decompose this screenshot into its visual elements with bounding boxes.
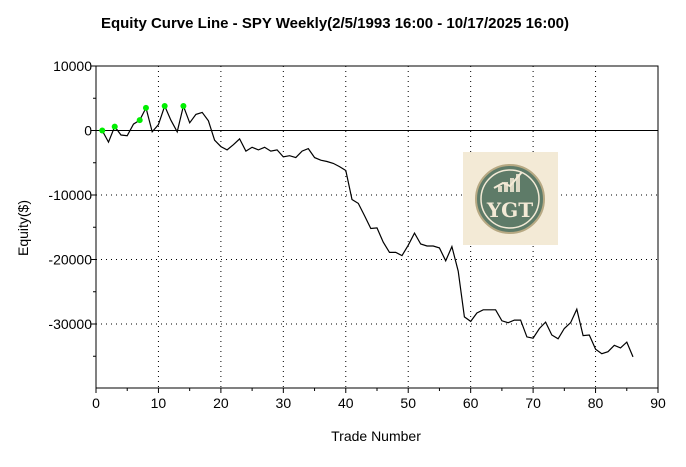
- y-axis-label: Equity($): [15, 200, 31, 256]
- x-tick-label: 90: [650, 395, 666, 411]
- y-tick-label: -10000: [48, 187, 92, 203]
- x-tick-label: 10: [151, 395, 167, 411]
- logo-bar-icon: [498, 186, 502, 192]
- x-axis-label: Trade Number: [331, 428, 421, 444]
- x-tick-label: 30: [276, 395, 292, 411]
- plot-frame: [95, 65, 659, 389]
- y-tick-label: 10000: [53, 58, 92, 74]
- new-high-marker: [142, 104, 149, 111]
- x-tick-label: 60: [463, 395, 479, 411]
- plot-area: 0 10 20 30 40 50 60 70 80 90 10000 0 -10000 -20000 -30…: [48, 58, 666, 411]
- y-tick-label: 0: [84, 123, 92, 139]
- new-high-marker: [136, 117, 143, 124]
- x-tick-label: 20: [213, 395, 229, 411]
- new-high-marker: [161, 102, 168, 109]
- logo-bar-icon: [504, 182, 508, 192]
- x-tick-label: 50: [400, 395, 416, 411]
- new-high-marker: [99, 127, 106, 134]
- new-high-marker: [111, 123, 118, 130]
- logo-circle: [475, 164, 545, 234]
- equity-line: [101, 103, 634, 358]
- y-tick-label: -30000: [48, 316, 92, 332]
- logo-text: YGT: [486, 198, 533, 222]
- logo-bar-icon: [516, 174, 520, 192]
- logo-trend-icon: [493, 171, 523, 189]
- new-high-marker: [180, 102, 187, 109]
- x-tick-label: 40: [338, 395, 354, 411]
- x-tick-label: 80: [588, 395, 604, 411]
- x-tick-label: 70: [525, 395, 541, 411]
- logo-inner-ring: [480, 169, 540, 229]
- chart-title: Equity Curve Line - SPY Weekly(2/5/1993 …: [101, 15, 569, 32]
- y-tick-label: -20000: [48, 252, 92, 268]
- x-tick-label: 0: [92, 395, 100, 411]
